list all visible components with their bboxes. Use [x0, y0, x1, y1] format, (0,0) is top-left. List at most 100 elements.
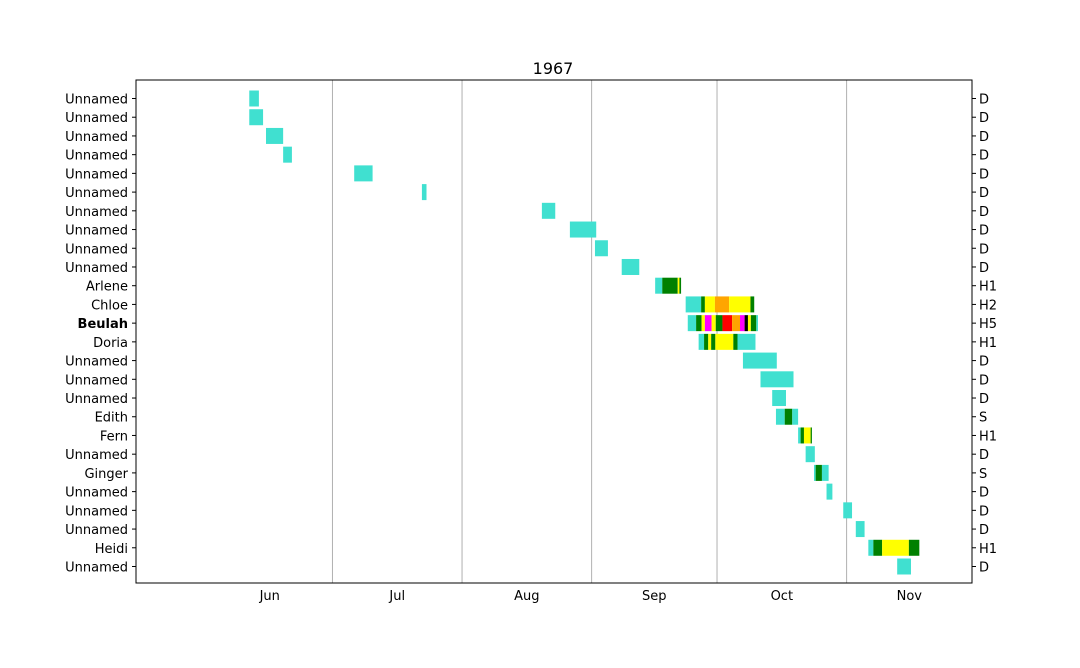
storm-bar	[698, 333, 756, 350]
storm-category-label: D	[979, 561, 989, 576]
storm-bar	[868, 539, 920, 556]
storm-segment	[873, 539, 883, 556]
storm-segment	[677, 277, 680, 294]
storm-name-label: Unnamed	[65, 167, 128, 182]
x-tick-label: Jun	[259, 589, 280, 604]
storm-segment	[772, 390, 786, 407]
storm-segment	[882, 539, 909, 556]
storm-bar	[541, 202, 556, 219]
month-gridlines	[331, 80, 848, 583]
storm-name-label: Fern	[100, 429, 128, 444]
storm-category-label: H1	[979, 280, 997, 295]
storm-bar	[594, 240, 608, 257]
storm-segment	[715, 333, 734, 350]
storm-segment	[733, 333, 738, 350]
storm-bar	[249, 109, 264, 126]
x-tick-label: Aug	[514, 589, 539, 604]
x-tick-label: Sep	[642, 589, 667, 604]
storm-name-label: Edith	[95, 411, 128, 426]
storm-segment	[775, 408, 785, 425]
storm-segment	[810, 427, 812, 444]
storm-name-label: Unnamed	[65, 355, 128, 370]
storm-segment	[747, 315, 751, 332]
storm-bar	[742, 352, 777, 369]
storm-segment	[756, 315, 758, 332]
storm-segment	[722, 315, 733, 332]
storm-category-label: H2	[979, 298, 997, 313]
x-axis-ticks: Jun Jul Aug Sep Oct Nov	[259, 589, 923, 604]
storm-segment	[742, 352, 777, 369]
storm-segment	[908, 539, 920, 556]
storm-name-label: Unnamed	[65, 504, 128, 519]
storm-segment	[803, 427, 811, 444]
storm-bar	[421, 184, 427, 201]
storm-category-label: D	[979, 486, 989, 501]
storm-category-label: D	[979, 448, 989, 463]
storm-segment	[855, 521, 865, 538]
storm-category-label: D	[979, 523, 989, 538]
storm-segment	[740, 315, 745, 332]
storm-category-label: D	[979, 186, 989, 201]
storm-name-label: Unnamed	[65, 130, 128, 145]
x-tick-label: Oct	[771, 589, 793, 604]
storm-segment	[685, 296, 702, 313]
storm-segment	[784, 408, 793, 425]
storm-name-label: Unnamed	[65, 261, 128, 276]
storm-bar	[798, 427, 812, 444]
storm-name-label: Doria	[93, 336, 128, 351]
storm-name-label: Unnamed	[65, 561, 128, 576]
storm-segment	[868, 539, 874, 556]
storm-bar	[760, 371, 794, 388]
storm-segment	[655, 277, 663, 294]
storm-category-label: H5	[979, 317, 997, 332]
storm-bar	[354, 165, 373, 182]
storm-category-label: H1	[979, 429, 997, 444]
storm-segment	[701, 315, 705, 332]
storm-name-label: Unnamed	[65, 149, 128, 164]
storm-bar	[805, 446, 815, 463]
storm-name-label: Unnamed	[65, 205, 128, 220]
storm-category-label: D	[979, 167, 989, 182]
storm-segment	[815, 464, 822, 481]
storm-category-label: D	[979, 504, 989, 519]
storm-segment	[249, 109, 264, 126]
storm-name-label: Unnamed	[65, 448, 128, 463]
storm-name-label: Unnamed	[65, 373, 128, 388]
storm-category-label: D	[979, 205, 989, 220]
storm-category-label: D	[979, 93, 989, 108]
storm-name-labels: Unnamed Unnamed Unnamed Unnamed Unnamed Unnam…	[65, 93, 136, 576]
storm-segment	[798, 427, 801, 444]
storm-segment	[696, 315, 702, 332]
storm-segment	[760, 371, 794, 388]
storm-name-label: Unnamed	[65, 523, 128, 538]
storm-segment	[249, 90, 259, 107]
storm-category-label: D	[979, 111, 989, 126]
storm-segment	[711, 315, 716, 332]
storm-category-label: D	[979, 355, 989, 370]
storm-bar	[687, 315, 758, 332]
storm-segment	[421, 184, 427, 201]
storm-segment	[708, 333, 712, 350]
storm-segment	[541, 202, 556, 219]
storm-name-label: Unnamed	[65, 242, 128, 257]
storm-segment	[704, 296, 715, 313]
storm-bar	[855, 521, 865, 538]
storm-segment	[569, 221, 597, 238]
storm-name-label: Chloe	[91, 298, 128, 313]
storm-segment	[621, 258, 640, 275]
storm-segment	[813, 464, 816, 481]
storm-bar	[775, 408, 799, 425]
storm-category-label: H1	[979, 542, 997, 557]
storm-name-label: Beulah	[78, 317, 128, 332]
storm-name-label: Ginger	[84, 467, 128, 482]
storm-segment	[704, 333, 709, 350]
storm-segment	[704, 315, 712, 332]
storm-category-label: S	[979, 467, 987, 482]
chart-title: 1967	[533, 59, 574, 78]
storm-segment	[897, 558, 911, 575]
storm-segment	[698, 333, 705, 350]
storm-segment	[826, 483, 833, 500]
storm-segment	[679, 277, 682, 294]
storm-category-label: D	[979, 130, 989, 145]
